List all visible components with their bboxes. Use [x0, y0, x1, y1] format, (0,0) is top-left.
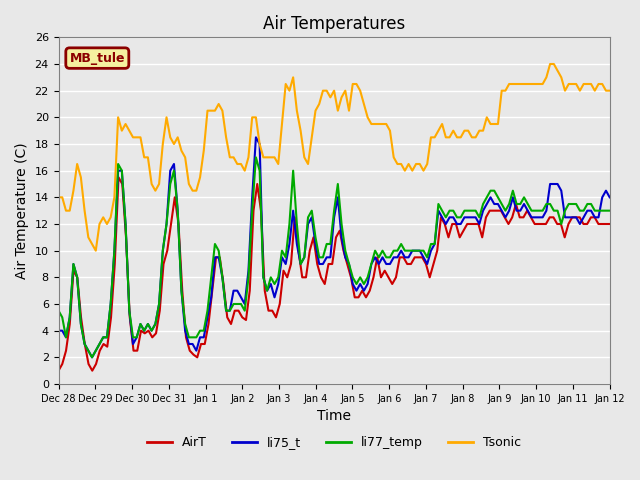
AirT	[115, 174, 122, 180]
Tsonic	[606, 88, 614, 94]
li77_temp	[606, 208, 614, 214]
AirT	[449, 221, 456, 227]
Line: Tsonic: Tsonic	[58, 64, 610, 251]
AirT	[332, 234, 340, 240]
li77_temp	[129, 335, 137, 340]
X-axis label: Time: Time	[317, 409, 351, 423]
Tsonic	[189, 188, 196, 193]
AirT	[54, 368, 62, 373]
Tsonic	[420, 168, 428, 174]
li75_t	[424, 261, 431, 267]
li77_temp	[189, 335, 196, 340]
li75_t	[252, 134, 260, 140]
li75_t	[156, 301, 163, 307]
AirT	[92, 361, 100, 367]
li77_temp	[252, 155, 260, 160]
li75_t	[88, 354, 96, 360]
AirT	[163, 248, 171, 253]
Text: MB_tule: MB_tule	[70, 51, 125, 65]
li75_t	[189, 341, 196, 347]
AirT	[396, 254, 404, 260]
li77_temp	[193, 335, 200, 340]
Line: li75_t: li75_t	[58, 137, 610, 357]
Line: li77_temp: li77_temp	[58, 157, 610, 357]
Legend: AirT, li75_t, li77_temp, Tsonic: AirT, li75_t, li77_temp, Tsonic	[142, 431, 526, 454]
Tsonic	[54, 194, 62, 200]
li77_temp	[304, 215, 312, 220]
Tsonic	[92, 248, 100, 253]
li77_temp	[156, 301, 163, 307]
Y-axis label: Air Temperature (C): Air Temperature (C)	[15, 143, 29, 279]
AirT	[321, 281, 328, 287]
Tsonic	[193, 188, 200, 193]
li77_temp	[54, 308, 62, 313]
AirT	[606, 221, 614, 227]
li77_temp	[88, 354, 96, 360]
Tsonic	[300, 155, 308, 160]
li75_t	[193, 348, 200, 354]
Tsonic	[129, 134, 137, 140]
li77_temp	[424, 254, 431, 260]
li75_t	[606, 194, 614, 200]
Line: AirT: AirT	[58, 177, 610, 371]
li75_t	[54, 328, 62, 334]
Tsonic	[547, 61, 554, 67]
Tsonic	[156, 181, 163, 187]
li75_t	[304, 221, 312, 227]
li75_t	[129, 341, 137, 347]
Title: Air Temperatures: Air Temperatures	[263, 15, 405, 33]
